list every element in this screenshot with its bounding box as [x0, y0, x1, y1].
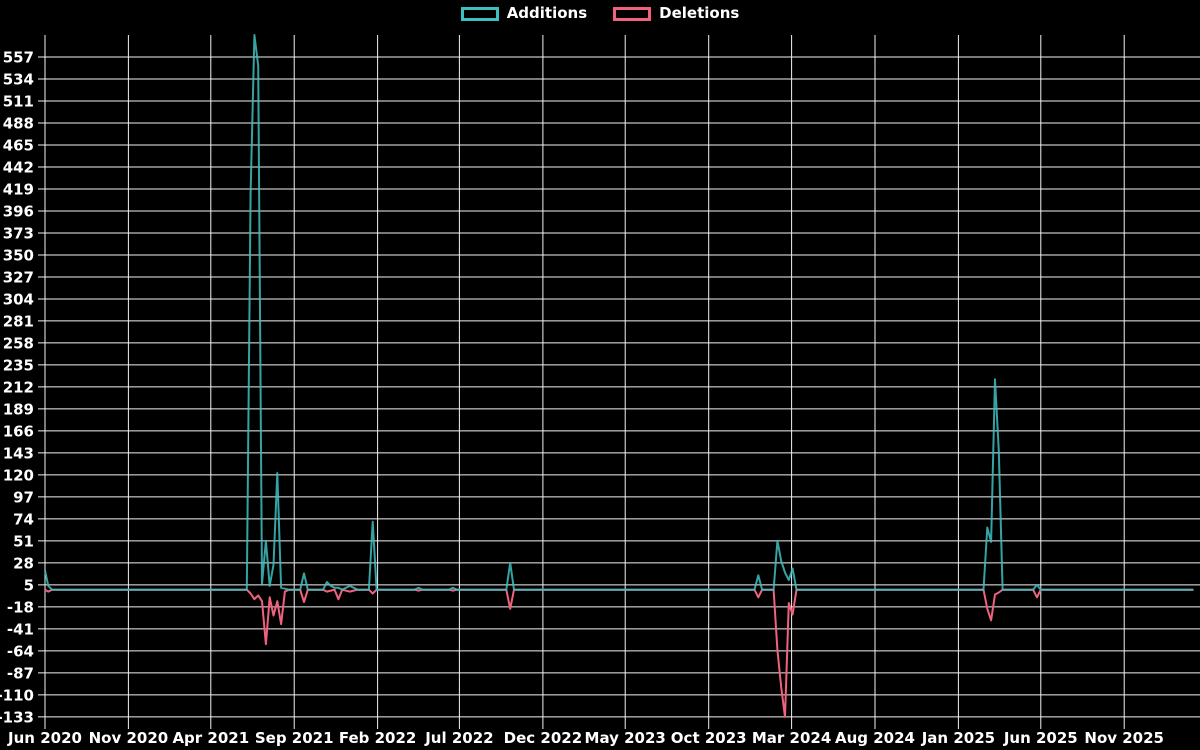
y-tick-label: 350	[3, 247, 34, 265]
y-tick-label: -64	[7, 642, 34, 660]
y-tick-label: 258	[3, 334, 34, 352]
legend-item-deletions[interactable]: Deletions	[613, 6, 739, 21]
x-tick-label: Aug 2024	[835, 729, 915, 747]
x-tick-label: Apr 2021	[172, 729, 249, 747]
x-tick-label: Nov 2020	[89, 729, 169, 747]
y-tick-label: 97	[13, 488, 34, 506]
x-tick-label: May 2023	[585, 729, 666, 747]
y-tick-label: 281	[3, 312, 34, 330]
additions-legend-label: Additions	[506, 4, 588, 22]
y-tick-label: 373	[3, 225, 34, 243]
y-tick-label: -87	[7, 664, 34, 682]
x-tick-label: Oct 2023	[671, 729, 747, 747]
x-tick-label: Feb 2022	[339, 729, 417, 747]
y-tick-label: -133	[0, 708, 34, 726]
x-tick-label: Jan 2025	[921, 729, 995, 747]
y-tick-label: 189	[3, 400, 34, 418]
deletions-line	[44, 588, 1194, 718]
y-tick-label: 534	[3, 71, 34, 89]
y-tick-label: 488	[3, 115, 34, 133]
y-tick-label: -110	[0, 686, 34, 704]
y-tick-label: 143	[3, 444, 34, 462]
additions-swatch	[460, 6, 499, 21]
y-tick-label: 166	[3, 422, 34, 440]
y-tick-label: 74	[13, 510, 34, 528]
y-tick-label: 511	[3, 93, 34, 111]
y-tick-label: 442	[3, 159, 34, 177]
y-tick-label: 5	[24, 576, 34, 594]
y-tick-label: 235	[3, 356, 34, 374]
y-tick-label: 327	[3, 269, 34, 287]
y-tick-label: 212	[3, 378, 34, 396]
additions-line	[44, 34, 1194, 591]
deletions-swatch	[613, 6, 652, 21]
y-tick-label: 51	[13, 532, 34, 550]
y-tick-label: -41	[7, 620, 34, 638]
y-tick-label: 419	[3, 181, 34, 199]
x-tick-label: Nov 2025	[1084, 729, 1164, 747]
y-tick-label: -18	[7, 598, 34, 616]
x-tick-label: Mar 2024	[752, 729, 831, 747]
y-tick-label: 396	[3, 203, 34, 221]
y-tick-label: 304	[3, 291, 34, 309]
deletions-legend-label: Deletions	[659, 4, 740, 22]
y-tick-label: 465	[3, 137, 34, 155]
x-tick-label: Jun 2020	[7, 729, 82, 747]
chart-legend: Additions Deletions	[0, 6, 1200, 21]
x-tick-label: Jun 2025	[1003, 729, 1078, 747]
y-tick-label: 557	[3, 49, 34, 67]
x-tick-label: Dec 2022	[504, 729, 583, 747]
y-tick-label: 120	[3, 466, 34, 484]
x-tick-label: Jul 2022	[424, 729, 493, 747]
y-tick-label: 28	[13, 554, 34, 572]
x-tick-label: Sep 2021	[255, 729, 334, 747]
legend-item-additions[interactable]: Additions	[460, 4, 588, 22]
